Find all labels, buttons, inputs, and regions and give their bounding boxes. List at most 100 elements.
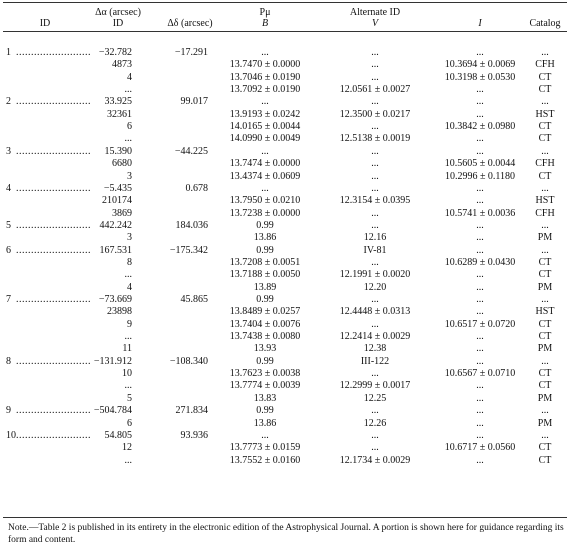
table-cell: 13.7470 ± 0.0000 — [229, 59, 301, 71]
table-cell: ... — [371, 219, 379, 231]
table-cell: ... — [476, 392, 484, 404]
table-cell: CFH — [535, 59, 555, 71]
table-cell: ... — [476, 133, 484, 145]
row-id: 10 — [6, 429, 16, 441]
table-cell: ... — [261, 47, 269, 58]
table-cell: ... — [476, 429, 484, 441]
table-cell: CT — [538, 269, 552, 281]
table-cell: 0.99 — [256, 355, 274, 367]
table-cell: 184.036 — [175, 219, 209, 231]
table-cell: ... — [541, 219, 549, 231]
table-cell: IV-81 — [363, 244, 387, 256]
table-cell: 10.5605 ± 0.0044 — [444, 158, 516, 170]
table-cell: 9 — [127, 318, 132, 330]
header-label: Δδ (arcsec) — [167, 18, 213, 29]
dot-leader: ........................................ — [16, 429, 90, 441]
table-cell: 0.99 — [256, 244, 274, 256]
table-cell: ... — [124, 269, 133, 281]
rule — [3, 2, 567, 3]
table-cell: 12.3154 ± 0.0395 — [339, 195, 411, 207]
table-cell: 13.8489 ± 0.0257 — [229, 306, 301, 318]
table-cell: 99.017 — [180, 96, 209, 108]
table-cell: ... — [371, 71, 379, 83]
table-cell: 13.7438 ± 0.0080 — [229, 331, 301, 343]
table-cell: ... — [371, 256, 379, 268]
table-cell: 12.4448 ± 0.0313 — [339, 306, 411, 318]
table-cell: 13.7950 ± 0.0210 — [229, 195, 301, 207]
table-cell: −108.340 — [169, 355, 208, 367]
table-cell: 13.86 — [253, 417, 277, 429]
table-cell: 13.93 — [253, 343, 277, 355]
dot-leader: ........................................ — [16, 405, 90, 417]
table-cell: 10.3198 ± 0.0530 — [444, 71, 516, 83]
rule — [3, 31, 567, 32]
dot-leader: ........................................ — [16, 244, 90, 256]
table-cell: 10.3694 ± 0.0069 — [444, 59, 516, 71]
table-cell: 12.0561 ± 0.0027 — [339, 84, 411, 96]
table-cell: ... — [476, 306, 484, 318]
header-label: Pμ — [259, 7, 271, 18]
table-cell: ... — [371, 405, 379, 417]
table-cell: ... — [371, 121, 379, 133]
table-cell: 0.99 — [256, 405, 274, 417]
table-cell: 12.5138 ± 0.0019 — [339, 133, 411, 145]
table-cell: HST — [535, 195, 555, 207]
table-cell: 12 — [122, 442, 132, 454]
table-cell: −32.782 — [98, 47, 132, 58]
table-cell: 271.834 — [175, 405, 209, 417]
table-cell: CT — [538, 121, 552, 133]
row-id: 8 — [6, 355, 11, 367]
table-cell: 12.26 — [363, 417, 387, 429]
table-cell: 5 — [127, 392, 132, 404]
table-cell: 4 — [127, 281, 132, 293]
table-cell: CFH — [535, 158, 555, 170]
dot-leader: ........................................ — [16, 145, 90, 157]
table-cell: ... — [476, 355, 484, 367]
table-note: Note.—Table 2 is published in its entire… — [8, 523, 564, 545]
row-id: 1 — [6, 47, 11, 58]
table-cell: 10.6289 ± 0.0430 — [444, 256, 516, 268]
table-cell: ... — [476, 108, 484, 120]
table-cell: ... — [476, 380, 484, 392]
table-cell: 13.7623 ± 0.0038 — [229, 368, 301, 380]
table-cell: ... — [476, 454, 484, 466]
table-cell: 33.925 — [104, 96, 133, 108]
table-cell: 11 — [122, 343, 132, 355]
table-cell: ... — [371, 207, 379, 219]
table-cell: ... — [371, 47, 379, 58]
table-cell: ... — [476, 343, 484, 355]
table-cell: ... — [261, 96, 269, 108]
table-cell: 10.5741 ± 0.0036 — [444, 207, 516, 219]
table-cell: 13.7208 ± 0.0051 — [229, 256, 301, 268]
table-cell: 12.20 — [363, 281, 387, 293]
table-cell: PM — [537, 232, 553, 244]
table-cell: 6 — [127, 417, 132, 429]
row-id: 2 — [6, 96, 11, 108]
table-cell: 12.16 — [363, 232, 387, 244]
dot-leader: ........................................ — [16, 355, 90, 367]
table-cell: HST — [535, 108, 555, 120]
table-cell: 442.242 — [99, 219, 133, 231]
row-id: 5 — [6, 219, 11, 231]
table-cell: CT — [538, 170, 552, 182]
table-cell: 12.2999 ± 0.0017 — [339, 380, 411, 392]
table-cell: −131.912 — [93, 355, 132, 367]
table-cell: CT — [538, 71, 552, 83]
table-cell: 14.0165 ± 0.0044 — [229, 121, 301, 133]
table-cell: ... — [371, 96, 379, 108]
table-cell: CT — [538, 368, 552, 380]
table-cell: ... — [541, 429, 549, 441]
table-cell: 13.83 — [253, 392, 277, 404]
table-cell: 15.390 — [104, 145, 133, 157]
header-label: Alternate ID — [349, 7, 401, 18]
table-cell: 12.3500 ± 0.0217 — [339, 108, 411, 120]
table-cell: CT — [538, 84, 552, 96]
table-cell: 13.7188 ± 0.0050 — [229, 269, 301, 281]
table-cell: 13.7774 ± 0.0039 — [229, 380, 301, 392]
table-cell: ... — [371, 158, 379, 170]
table-cell: 13.7046 ± 0.0190 — [229, 71, 301, 83]
table-cell: ... — [371, 442, 379, 454]
table-cell: CT — [538, 331, 552, 343]
table-cell: 210174 — [102, 195, 132, 207]
table-cell: ... — [541, 182, 549, 194]
